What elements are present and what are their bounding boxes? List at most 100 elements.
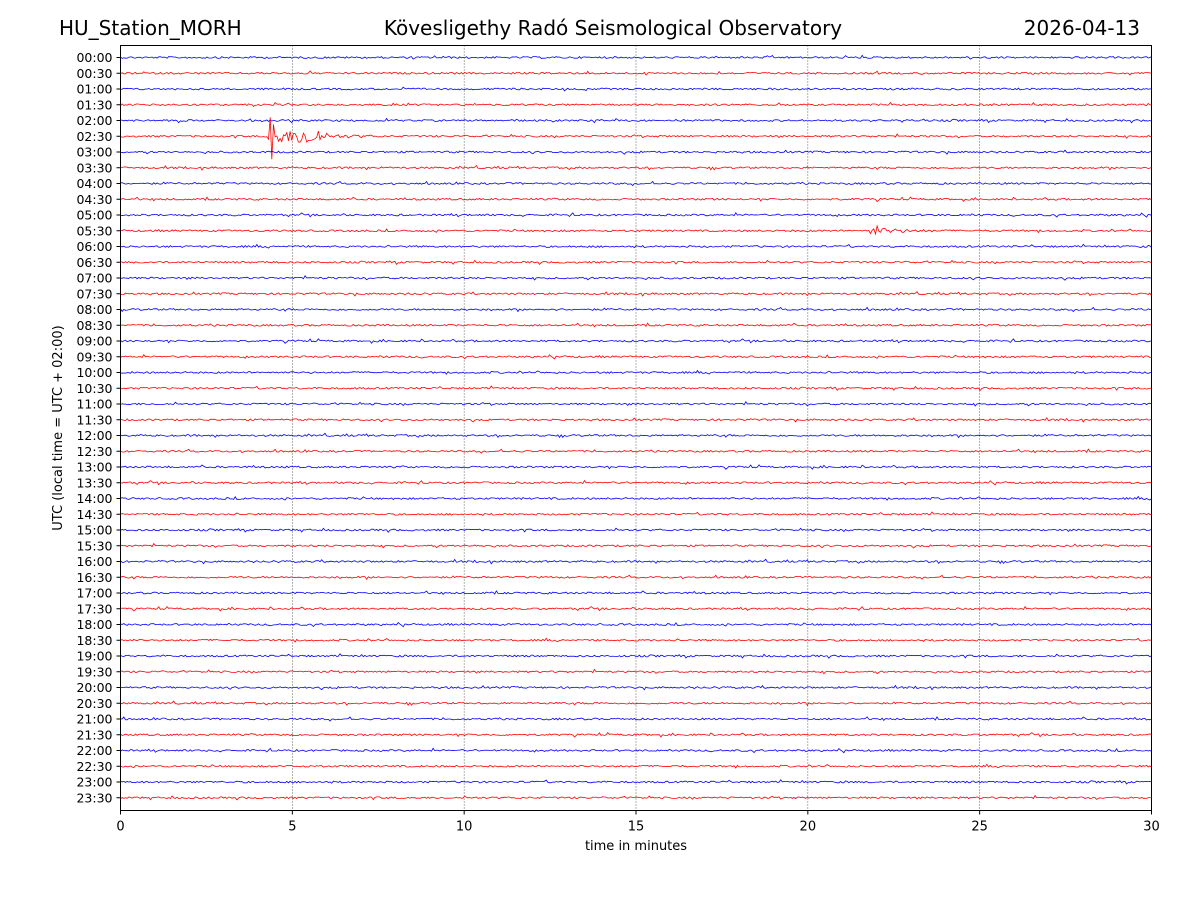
trace-line [120, 243, 1152, 249]
y-tick-label: 01:30 [76, 97, 112, 112]
y-tick-label: 09:30 [76, 349, 112, 364]
y-tick-label: 05:00 [76, 208, 112, 223]
y-tick-label: 22:30 [76, 759, 112, 774]
trace-line [120, 684, 1152, 691]
trace-line [120, 149, 1152, 155]
trace-line [120, 275, 1152, 281]
trace-line [120, 259, 1152, 266]
y-tick-label: 17:00 [76, 586, 112, 601]
trace-line [120, 794, 1152, 801]
trace-line [120, 54, 1152, 60]
y-tick-label: 02:00 [76, 113, 112, 128]
y-tick-label: 04:00 [76, 176, 112, 191]
x-tick-label: 30 [1143, 820, 1160, 835]
y-tick-label: 06:30 [76, 255, 112, 270]
y-tick-label: 20:30 [76, 696, 112, 711]
y-tick-label: 00:30 [76, 66, 112, 81]
trace-line [120, 86, 1152, 92]
x-tick-label: 25 [971, 820, 988, 835]
y-tick-label: 18:30 [76, 633, 112, 648]
trace-line [120, 542, 1152, 549]
grid-lines [292, 45, 980, 811]
y-tick-label: 16:30 [76, 570, 112, 585]
trace-line [120, 448, 1152, 454]
station-name: HU_Station_MORH [59, 16, 242, 40]
y-tick-label: 20:00 [76, 680, 112, 695]
y-tick-label: 10:00 [76, 365, 112, 380]
trace-line [120, 527, 1152, 533]
y-tick-label: 02:30 [76, 129, 112, 144]
x-tick-label: 20 [800, 820, 817, 835]
y-tick-label: 23:30 [76, 790, 112, 805]
y-tick-label: 03:30 [76, 160, 112, 175]
trace-line [120, 101, 1152, 108]
y-tick-label: 11:30 [76, 412, 112, 427]
y-tick-label: 08:00 [76, 302, 112, 317]
y-tick-label: 22:00 [76, 743, 112, 758]
y-tick-label: 15:30 [76, 538, 112, 553]
y-tick-label: 17:30 [76, 601, 112, 616]
trace-line [120, 479, 1152, 486]
y-tick-label: 13:00 [76, 460, 112, 475]
y-tick-label: 19:00 [76, 649, 112, 664]
trace-line [120, 716, 1152, 722]
y-tick-label: 06:00 [76, 239, 112, 254]
trace-line [120, 306, 1152, 313]
trace-line [120, 653, 1152, 659]
trace-line [120, 290, 1152, 297]
y-tick-label: 03:00 [76, 145, 112, 160]
y-tick-label: 04:30 [76, 192, 112, 207]
trace-line [120, 117, 1152, 124]
y-tick-label: 07:30 [76, 286, 112, 301]
y-tick-label: 08:30 [76, 318, 112, 333]
trace-line [120, 338, 1152, 344]
trace-line [120, 590, 1152, 596]
y-tick-label: 19:30 [76, 664, 112, 679]
trace-line [120, 212, 1152, 218]
y-tick-label: 09:00 [76, 334, 112, 349]
trace-line [120, 605, 1152, 612]
y-tick-label: 23:00 [76, 775, 112, 790]
trace-line [120, 117, 1152, 160]
trace-line [120, 164, 1152, 171]
y-tick-label: 12:00 [76, 428, 112, 443]
trace-line [120, 353, 1152, 360]
trace-line [120, 700, 1152, 707]
trace-line [120, 763, 1152, 769]
trace-line [120, 196, 1152, 203]
trace-line [120, 558, 1152, 565]
trace-line [120, 731, 1152, 738]
trace-line [120, 401, 1152, 407]
y-tick-label: 14:00 [76, 491, 112, 506]
trace-line [120, 511, 1152, 516]
y-tick-label: 21:00 [76, 712, 112, 727]
trace-line [120, 385, 1152, 392]
y-tick-label: 21:30 [76, 727, 112, 742]
trace-line [120, 747, 1152, 754]
trace-line [120, 668, 1152, 675]
trace-line [120, 70, 1152, 76]
trace-line [120, 637, 1152, 643]
x-tick-label: 5 [288, 820, 296, 835]
trace-line [120, 322, 1152, 328]
trace-line [120, 180, 1152, 187]
x-tick-label: 10 [456, 820, 473, 835]
y-tick-label: 05:30 [76, 223, 112, 238]
observatory-title: Kövesligethy Radó Seismological Observat… [383, 16, 843, 40]
y-tick-label: 14:30 [76, 507, 112, 522]
y-axis: 00:0000:3001:0001:3002:0002:3003:0003:30… [76, 50, 121, 805]
seismic-traces [120, 54, 1152, 801]
y-tick-label: 10:30 [76, 381, 112, 396]
y-tick-label: 16:00 [76, 554, 112, 569]
trace-line [120, 369, 1152, 375]
x-axis: 0 5 10 15 20 25 30 [116, 810, 1160, 835]
x-tick-label: 0 [116, 820, 124, 835]
y-tick-label: 13:30 [76, 475, 112, 490]
trace-line [120, 464, 1152, 470]
trace-line [120, 779, 1152, 785]
y-tick-label: 12:30 [76, 444, 112, 459]
y-tick-label: 11:00 [76, 397, 112, 412]
y-tick-label: 18:00 [76, 617, 112, 632]
trace-line [120, 622, 1152, 628]
